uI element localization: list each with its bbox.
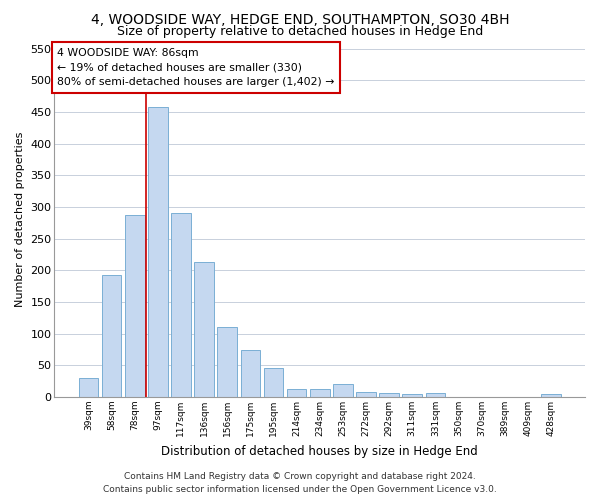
Bar [541,394,561,397]
Text: 4 WOODSIDE WAY: 86sqm
← 19% of detached houses are smaller (330)
80% of semi-det: 4 WOODSIDE WAY: 86sqm ← 19% of detached … [57,48,334,88]
Bar [194,262,214,397]
Bar [148,107,167,397]
Bar [425,393,445,397]
Bar [310,390,329,397]
Bar [287,390,307,397]
Bar [171,213,191,397]
Bar [403,394,422,397]
Text: Contains HM Land Registry data © Crown copyright and database right 2024.
Contai: Contains HM Land Registry data © Crown c… [103,472,497,494]
X-axis label: Distribution of detached houses by size in Hedge End: Distribution of detached houses by size … [161,444,478,458]
Text: Size of property relative to detached houses in Hedge End: Size of property relative to detached ho… [117,25,483,38]
Bar [356,392,376,397]
Y-axis label: Number of detached properties: Number of detached properties [15,132,25,308]
Bar [79,378,98,397]
Bar [379,393,399,397]
Text: 4, WOODSIDE WAY, HEDGE END, SOUTHAMPTON, SO30 4BH: 4, WOODSIDE WAY, HEDGE END, SOUTHAMPTON,… [91,12,509,26]
Bar [217,328,237,397]
Bar [263,368,283,397]
Bar [125,216,145,397]
Bar [102,276,121,397]
Bar [241,350,260,397]
Bar [333,384,353,397]
